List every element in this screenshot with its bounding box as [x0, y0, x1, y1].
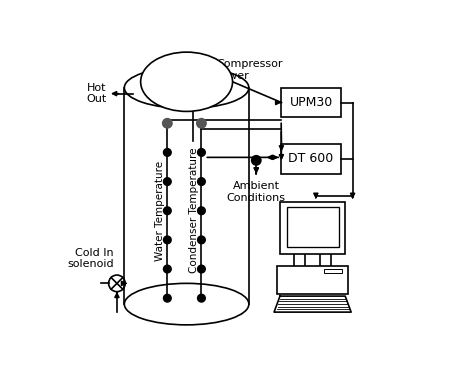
Circle shape — [197, 119, 206, 128]
Circle shape — [198, 207, 205, 214]
Bar — [282, 88, 341, 117]
Circle shape — [198, 119, 205, 127]
Circle shape — [164, 178, 171, 186]
Circle shape — [198, 178, 205, 186]
Bar — [324, 269, 342, 273]
Circle shape — [164, 294, 171, 302]
Circle shape — [198, 294, 205, 302]
Text: Hot
Out: Hot Out — [86, 83, 107, 104]
Circle shape — [164, 207, 171, 214]
Bar — [286, 207, 339, 247]
Text: UPM30: UPM30 — [290, 96, 333, 109]
Bar — [282, 144, 341, 174]
Circle shape — [164, 265, 171, 273]
Text: Water Temperature: Water Temperature — [155, 161, 165, 261]
Circle shape — [164, 149, 171, 156]
Circle shape — [164, 236, 171, 244]
Circle shape — [198, 149, 205, 156]
Text: Condenser Temperature: Condenser Temperature — [189, 148, 199, 273]
Ellipse shape — [141, 52, 233, 111]
Circle shape — [164, 119, 171, 127]
Text: DT 600: DT 600 — [289, 152, 334, 165]
Text: Cold In
solenoid: Cold In solenoid — [67, 248, 114, 269]
Circle shape — [198, 236, 205, 244]
Text: Compressor
Power: Compressor Power — [216, 59, 283, 81]
Circle shape — [252, 156, 261, 165]
Bar — [280, 202, 345, 254]
Bar — [277, 266, 348, 294]
Circle shape — [198, 265, 205, 273]
Circle shape — [163, 119, 172, 128]
Text: Ambient
Conditions: Ambient Conditions — [227, 181, 286, 203]
